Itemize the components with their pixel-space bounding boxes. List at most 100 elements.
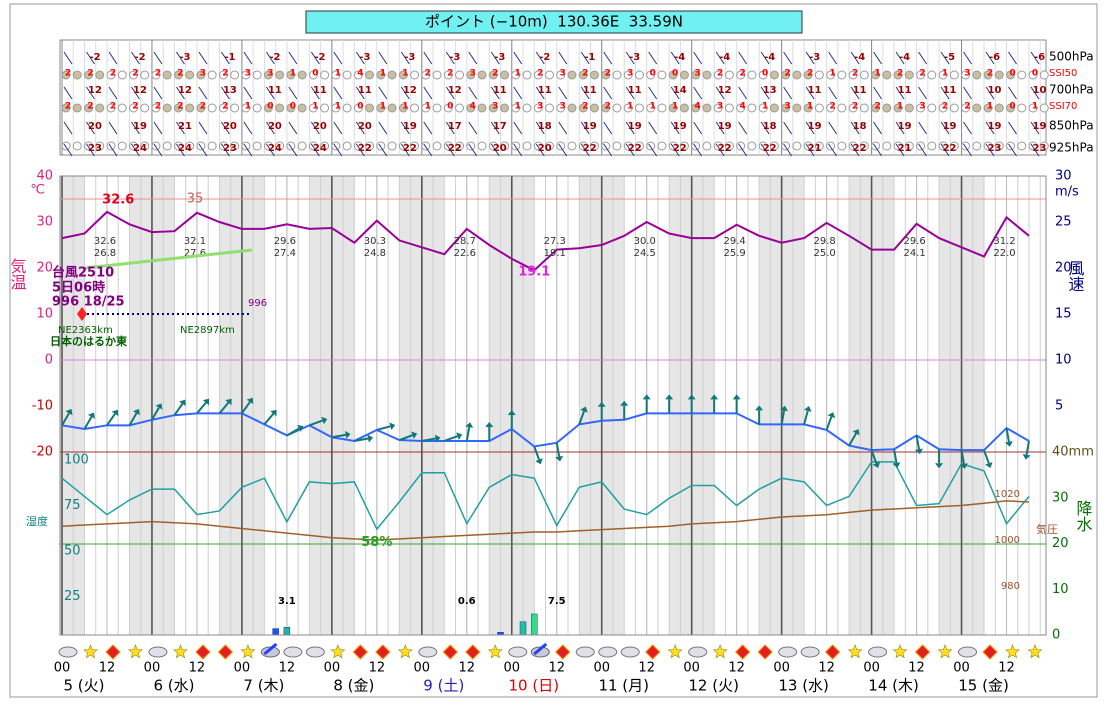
upper-air-value: -5	[944, 52, 955, 63]
cloud-dot	[916, 141, 926, 151]
cloud-dot	[128, 103, 138, 113]
x-tick-label: 00	[593, 661, 610, 676]
cloud-dot	[241, 103, 251, 113]
cloud-dot	[207, 70, 217, 80]
weather-icon	[892, 644, 908, 659]
upper-air-value: 11	[628, 85, 642, 96]
pressure-tick-label: 1020	[995, 489, 1020, 500]
upper-air-value: 17	[448, 121, 462, 132]
x-tick-label: 00	[414, 661, 431, 676]
typhoon-name: 台風2510	[52, 265, 114, 281]
thunder-icon	[442, 644, 459, 660]
y2-tick-label: 5	[1055, 399, 1063, 414]
cloud-dot	[1017, 141, 1027, 151]
wind-barb	[693, 51, 703, 65]
cloud-dot	[342, 141, 352, 151]
weather-icon	[1005, 644, 1020, 659]
daily-min-label: 24.8	[364, 248, 386, 259]
cloud-dot	[173, 70, 183, 80]
cloud-dot	[106, 141, 116, 151]
wind-barb	[940, 86, 950, 100]
wind-barb	[985, 86, 995, 100]
upper-air-value: 20	[223, 121, 237, 132]
cloud-dot	[455, 141, 465, 151]
cloud-dot	[308, 103, 318, 113]
upper-air-value: -3	[179, 52, 190, 63]
precip-total: 0.6	[458, 596, 476, 607]
cloud-dot	[376, 141, 386, 151]
wind-barb	[468, 51, 478, 65]
upper-air-value: 2	[425, 69, 431, 79]
cloud-dot	[173, 103, 183, 113]
sun-icon	[487, 644, 503, 659]
wind-arrow-shaft	[1025, 440, 1030, 455]
weather-icon	[375, 644, 391, 660]
y-tick-label: 30	[36, 215, 53, 230]
upper-air-value: -3	[494, 52, 505, 63]
wind-barb	[580, 143, 590, 157]
wind-arrow-shaft	[465, 426, 471, 442]
cloud-dot	[241, 70, 251, 80]
cloud-dot	[1028, 70, 1038, 80]
cloud-dot	[421, 70, 431, 80]
daily-min-label: 26.8	[94, 248, 116, 259]
cloud-dot	[972, 103, 982, 113]
upper-air-value: -4	[764, 52, 775, 63]
wind-barb	[153, 121, 163, 135]
upper-air-value: 2	[65, 69, 71, 79]
upper-air-value: 3	[267, 69, 273, 79]
upper-air-value: 2	[897, 69, 903, 79]
cloud-dot	[994, 70, 1004, 80]
wind-barb	[805, 121, 815, 135]
cloud-dot	[1039, 141, 1049, 151]
upper-air-value: 3	[695, 69, 701, 79]
upper-air-value: 11	[358, 85, 372, 96]
wind-barb	[86, 143, 95, 157]
threshold-label: 35	[187, 192, 204, 207]
cloud-dot	[814, 70, 824, 80]
cloud-dot	[83, 70, 93, 80]
wind-barb	[400, 143, 410, 157]
wind-barb	[918, 143, 927, 157]
cloud-dot	[612, 103, 622, 113]
upper-air-value: 1	[874, 69, 880, 79]
wind-barb	[738, 86, 748, 100]
wind-arrow-shaft	[780, 410, 786, 425]
cloud-dot	[814, 103, 824, 113]
upper-air-value: 2	[964, 102, 970, 112]
upper-air-value: 1	[312, 102, 318, 112]
weather-icon	[937, 644, 953, 659]
cloud-dot	[567, 70, 577, 80]
cloud-icon	[620, 646, 640, 658]
wind-barb	[873, 51, 883, 65]
typhoon-time: 5日06時	[52, 280, 105, 296]
sun-icon	[1027, 644, 1043, 659]
wind-arrow-head	[411, 431, 418, 440]
x-tick-label: 12	[998, 661, 1015, 676]
weather-icon	[778, 646, 798, 658]
cloud-icon	[508, 646, 528, 658]
upper-air-value: 18	[853, 121, 867, 132]
cloud-dot	[185, 70, 195, 80]
wind-arrow-shaft	[83, 416, 93, 430]
upper-air-value: 2	[65, 102, 71, 112]
day-label: 13 (水)	[778, 677, 829, 695]
wind-barb	[176, 86, 185, 100]
wind-arrow	[61, 408, 73, 426]
x-tick-label: 00	[503, 661, 520, 676]
wind-arrow	[780, 405, 789, 425]
upper-air-value: 1	[515, 69, 521, 79]
wind-barb	[670, 143, 680, 157]
wind-arrow-shaft	[309, 419, 323, 427]
upper-air-value: 2	[874, 102, 880, 112]
wind-arrow-head	[803, 406, 812, 412]
weather-icon	[128, 644, 143, 659]
wind-barb	[333, 121, 343, 135]
plot-frame	[59, 175, 1047, 636]
thunder-icon	[757, 644, 773, 660]
x-tick-label: 00	[953, 661, 970, 676]
cloud-dot	[545, 70, 555, 80]
wind-barb	[760, 86, 770, 100]
daily-min-label: 19.1	[544, 248, 566, 259]
cloud-dot	[848, 103, 858, 113]
